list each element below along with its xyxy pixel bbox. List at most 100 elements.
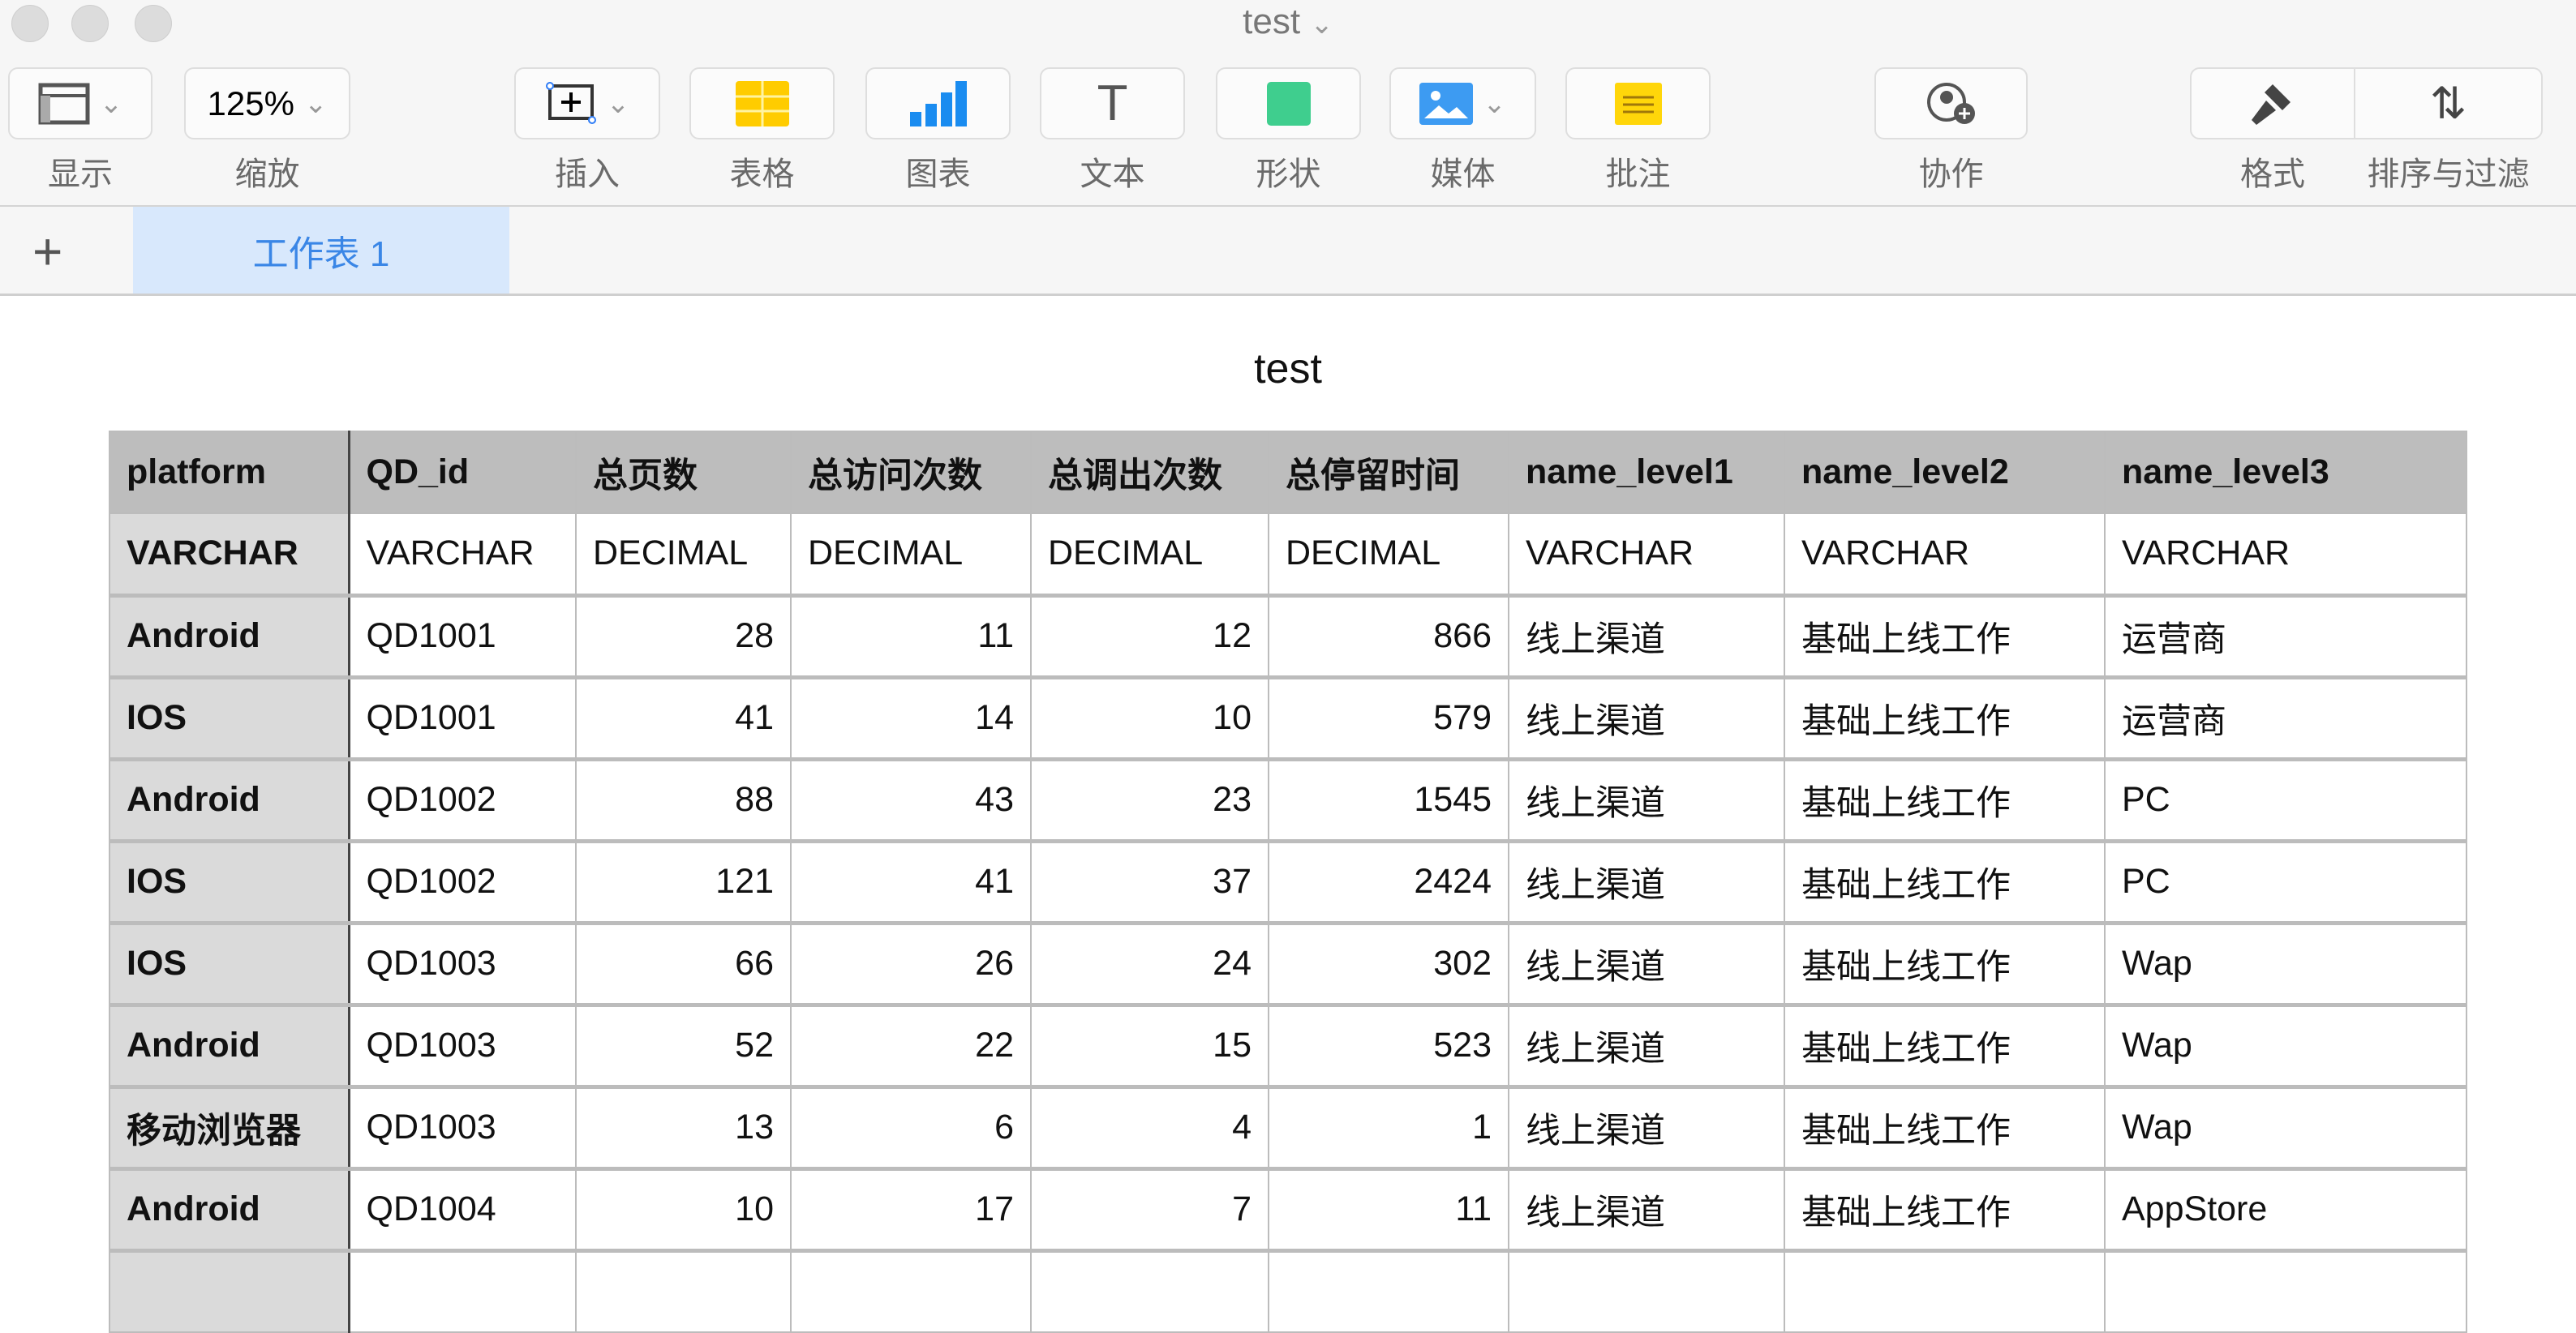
table-cell[interactable]: 866 — [1268, 593, 1509, 678]
table-cell[interactable]: 线上渠道 — [1508, 838, 1785, 924]
table-cell[interactable]: 17 — [790, 1166, 1032, 1251]
table-cell[interactable]: 15 — [1030, 1002, 1269, 1087]
table-cell[interactable]: 579 — [1268, 675, 1509, 760]
table-cell[interactable]: 2424 — [1268, 838, 1509, 924]
chart-button[interactable] — [865, 67, 1011, 139]
data-table[interactable]: platform QD_id 总页数 总访问次数 总调出次数 总停留时间 name_leve… — [109, 431, 2467, 1333]
table-cell[interactable]: 总停留时间 — [1268, 431, 1509, 514]
table-cell[interactable]: 23 — [1030, 757, 1269, 842]
table-cell[interactable]: 总访问次数 — [790, 431, 1032, 514]
table-cell[interactable]: DECIMAL — [1268, 512, 1509, 596]
table-cell[interactable]: 基础上线工作 — [1784, 593, 2106, 678]
table-cell[interactable] — [109, 1248, 350, 1333]
table-cell[interactable]: DECIMAL — [575, 512, 792, 596]
table-cell[interactable]: 1545 — [1268, 757, 1509, 842]
table-cell[interactable]: 基础上线工作 — [1784, 675, 2106, 760]
text-button[interactable]: T — [1040, 67, 1185, 139]
table-cell[interactable]: IOS — [109, 920, 350, 1005]
table-cell[interactable]: QD1001 — [348, 675, 577, 760]
table-title[interactable]: test — [1254, 345, 1322, 392]
table-cell[interactable]: PC — [2104, 757, 2467, 842]
table-cell[interactable]: 14 — [790, 675, 1032, 760]
collaborate-button[interactable] — [1874, 67, 2028, 139]
table-cell[interactable]: platform — [109, 431, 350, 514]
table-cell[interactable]: Wap — [2104, 1002, 2467, 1087]
table-cell[interactable]: 10 — [1030, 675, 1269, 760]
table-cell[interactable]: QD1003 — [348, 920, 577, 1005]
table-cell[interactable] — [790, 1248, 1032, 1333]
table-cell[interactable]: 总页数 — [575, 431, 792, 514]
close-window-button[interactable] — [11, 5, 49, 42]
table-cell[interactable]: 线上渠道 — [1508, 757, 1785, 842]
table-button[interactable] — [689, 67, 835, 139]
table-cell[interactable]: 43 — [790, 757, 1032, 842]
table-cell[interactable]: 11 — [790, 593, 1032, 678]
table-cell[interactable]: 11 — [1268, 1166, 1509, 1251]
sort-filter-button[interactable]: ⇅ — [2354, 67, 2543, 139]
table-cell[interactable]: Android — [109, 1166, 350, 1251]
table-cell[interactable]: 移动浏览器 — [109, 1084, 350, 1169]
table-cell[interactable]: 41 — [790, 838, 1032, 924]
table-cell[interactable]: Android — [109, 1002, 350, 1087]
table-cell[interactable]: 运营商 — [2104, 593, 2467, 678]
table-cell[interactable] — [1268, 1248, 1509, 1333]
table-cell[interactable]: QD1001 — [348, 593, 577, 678]
table-cell[interactable]: 24 — [1030, 920, 1269, 1005]
table-cell[interactable]: name_level2 — [1784, 431, 2106, 514]
zoom-dropdown[interactable]: 125% ⌄ — [184, 67, 350, 139]
table-cell[interactable]: QD1003 — [348, 1084, 577, 1169]
table-cell[interactable]: DECIMAL — [790, 512, 1032, 596]
table-cell[interactable]: Android — [109, 593, 350, 678]
table-cell[interactable]: 基础上线工作 — [1784, 838, 2106, 924]
table-cell[interactable]: 线上渠道 — [1508, 1002, 1785, 1087]
window-title[interactable]: test ⌄ — [1243, 2, 1333, 41]
table-cell[interactable] — [348, 1248, 577, 1333]
table-cell[interactable]: 52 — [575, 1002, 792, 1087]
table-cell[interactable]: QD1004 — [348, 1166, 577, 1251]
table-cell[interactable]: 线上渠道 — [1508, 1084, 1785, 1169]
table-cell[interactable]: 线上渠道 — [1508, 593, 1785, 678]
table-cell[interactable]: 运营商 — [2104, 675, 2467, 760]
table-cell[interactable]: 7 — [1030, 1166, 1269, 1251]
table-cell[interactable]: VARCHAR — [109, 512, 350, 596]
table-cell[interactable]: 1 — [1268, 1084, 1509, 1169]
table-cell[interactable]: 基础上线工作 — [1784, 757, 2106, 842]
table-cell[interactable] — [1784, 1248, 2106, 1333]
table-cell[interactable]: name_level3 — [2104, 431, 2467, 514]
comment-button[interactable] — [1565, 67, 1711, 139]
table-cell[interactable]: 4 — [1030, 1084, 1269, 1169]
media-button[interactable]: ⌄ — [1389, 67, 1536, 139]
table-cell[interactable]: 基础上线工作 — [1784, 1002, 2106, 1087]
table-cell[interactable] — [1030, 1248, 1269, 1333]
table-cell[interactable] — [2104, 1248, 2467, 1333]
table-cell[interactable]: DECIMAL — [1030, 512, 1269, 596]
table-cell[interactable]: 基础上线工作 — [1784, 1084, 2106, 1169]
table-cell[interactable]: 6 — [790, 1084, 1032, 1169]
table-cell[interactable]: 41 — [575, 675, 792, 760]
table-cell[interactable]: PC — [2104, 838, 2467, 924]
table-cell[interactable]: 37 — [1030, 838, 1269, 924]
table-cell[interactable]: 26 — [790, 920, 1032, 1005]
table-cell[interactable]: VARCHAR — [1508, 512, 1785, 596]
table-cell[interactable]: 523 — [1268, 1002, 1509, 1087]
table-cell[interactable]: 线上渠道 — [1508, 920, 1785, 1005]
table-cell[interactable] — [1508, 1248, 1785, 1333]
table-cell[interactable]: QD_id — [348, 431, 577, 514]
table-cell[interactable]: IOS — [109, 838, 350, 924]
table-cell[interactable]: 121 — [575, 838, 792, 924]
table-cell[interactable]: 13 — [575, 1084, 792, 1169]
sheet-tab[interactable]: 工作表 1 — [133, 207, 509, 294]
table-cell[interactable]: 12 — [1030, 593, 1269, 678]
table-cell[interactable]: VARCHAR — [1784, 512, 2106, 596]
table-cell[interactable]: Android — [109, 757, 350, 842]
table-cell[interactable] — [575, 1248, 792, 1333]
table-cell[interactable]: VARCHAR — [2104, 512, 2467, 596]
minimize-window-button[interactable] — [71, 5, 109, 42]
table-cell[interactable]: 基础上线工作 — [1784, 920, 2106, 1005]
insert-button[interactable]: ⌄ — [514, 67, 660, 139]
table-cell[interactable]: QD1003 — [348, 1002, 577, 1087]
table-cell[interactable]: 线上渠道 — [1508, 675, 1785, 760]
table-cell[interactable]: 总调出次数 — [1030, 431, 1269, 514]
table-cell[interactable]: 66 — [575, 920, 792, 1005]
table-cell[interactable]: QD1002 — [348, 757, 577, 842]
